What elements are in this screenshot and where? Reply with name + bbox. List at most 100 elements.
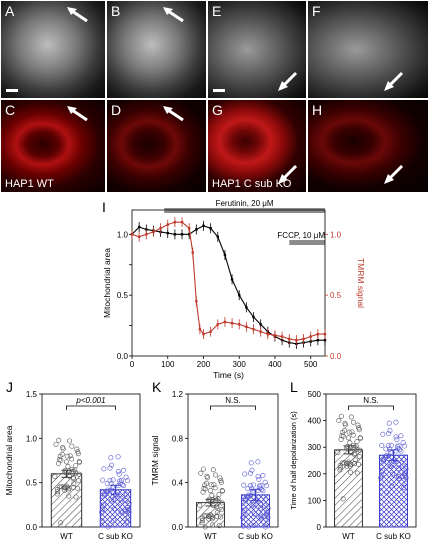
- data-point: [242, 471, 248, 477]
- data-point: [357, 447, 363, 453]
- arrow-icon: [384, 71, 404, 91]
- data-point: [389, 483, 395, 489]
- data-point: [346, 460, 352, 466]
- data-point: [73, 470, 79, 476]
- data-point: [340, 496, 346, 502]
- data-point: [262, 503, 268, 509]
- data-point: [69, 443, 75, 449]
- data-point: [353, 443, 359, 449]
- x-tick-label: 500: [304, 360, 318, 369]
- arrow-icon: [67, 106, 88, 122]
- data-point: [69, 456, 75, 462]
- x-tick-label: 0: [130, 360, 135, 369]
- data-point: [338, 437, 344, 443]
- panel-D-label: D: [111, 102, 122, 118]
- data-point: [258, 483, 264, 489]
- data-point: [210, 522, 216, 528]
- data-point: [108, 481, 114, 487]
- data-point: [64, 453, 70, 459]
- data-point: [214, 510, 220, 516]
- data-point: [211, 482, 217, 488]
- data-point: [195, 300, 198, 303]
- data-point: [53, 441, 59, 447]
- y-tick-label: 1.0: [117, 230, 129, 239]
- y-tick-label: 500: [308, 390, 322, 399]
- data-point: [202, 224, 205, 228]
- data-point: [342, 422, 348, 428]
- data-point: [63, 483, 69, 489]
- data-point: [336, 418, 342, 424]
- data-point: [402, 481, 408, 487]
- data-point: [107, 465, 113, 471]
- plot-frame: [41, 393, 141, 528]
- panel-G-label: G: [212, 102, 223, 118]
- panel-A-image: A: [1, 1, 105, 98]
- significance-label: N.S.: [225, 396, 241, 405]
- data-point: [346, 429, 352, 435]
- panel-F-image: F: [308, 1, 428, 98]
- data-point: [240, 515, 246, 521]
- data-point: [187, 227, 191, 230]
- data-point: [223, 320, 227, 324]
- data-point: [253, 498, 259, 504]
- data-point: [345, 459, 351, 465]
- data-point: [62, 469, 68, 475]
- data-point: [389, 471, 395, 477]
- chart-K-tmrm-signal: K 0.0 0.4 0.8 1.2 TMRM signal WT C sub KO N.S.: [150, 379, 279, 541]
- data-point: [137, 235, 141, 238]
- data-point: [302, 337, 305, 341]
- data-point: [210, 467, 216, 473]
- data-point: [137, 225, 141, 229]
- data-point: [403, 475, 409, 481]
- data-point: [379, 472, 385, 478]
- data-point: [350, 419, 356, 425]
- data-point: [107, 488, 113, 494]
- data-point: [356, 454, 362, 460]
- data-point: [356, 427, 362, 433]
- data-point: [344, 463, 350, 469]
- data-point: [398, 448, 404, 454]
- data-point: [166, 231, 169, 235]
- data-point: [340, 429, 346, 435]
- panel-D-image: D: [107, 100, 206, 192]
- data-point: [238, 293, 241, 297]
- panel-A-label: A: [5, 3, 15, 19]
- data-point: [101, 466, 107, 472]
- data-point: [378, 483, 384, 489]
- data-point: [123, 491, 129, 497]
- data-point: [166, 223, 169, 226]
- data-point: [219, 488, 225, 494]
- treatment-label: Ferutinin, 20 μM: [216, 199, 274, 208]
- data-point: [101, 491, 107, 497]
- data-point: [379, 467, 385, 473]
- significance-label: N.S.: [363, 396, 379, 405]
- data-point: [238, 323, 241, 326]
- data-point: [109, 462, 115, 468]
- data-point: [263, 496, 269, 502]
- chart-J-mito-area: J 0.0 0.5 1.0 1.5 Mitochondrial area WT C sub K…: [4, 379, 141, 541]
- panel-B-image: B: [107, 1, 206, 98]
- data-point: [152, 230, 155, 234]
- data-point: [249, 467, 255, 473]
- data-point: [288, 337, 291, 341]
- data-point: [199, 515, 205, 521]
- data-point: [346, 435, 352, 441]
- data-point: [264, 520, 270, 526]
- y-tick-label: 0.0: [26, 523, 38, 532]
- y2-tick-label: 0.5: [330, 291, 342, 300]
- data-point: [380, 456, 386, 462]
- y-tick-label: 1.5: [26, 390, 38, 399]
- arrow-icon: [163, 106, 184, 122]
- data-point: [64, 459, 70, 465]
- data-point: [56, 457, 62, 463]
- data-point: [52, 474, 58, 480]
- data-point: [259, 323, 262, 326]
- data-point: [204, 475, 210, 481]
- data-point: [73, 494, 79, 500]
- x-tick-label: WT: [204, 532, 217, 541]
- data-point: [264, 483, 270, 489]
- x-tick-label: 400: [268, 360, 282, 369]
- data-point: [265, 514, 271, 520]
- data-point: [245, 486, 251, 492]
- data-point: [259, 330, 262, 333]
